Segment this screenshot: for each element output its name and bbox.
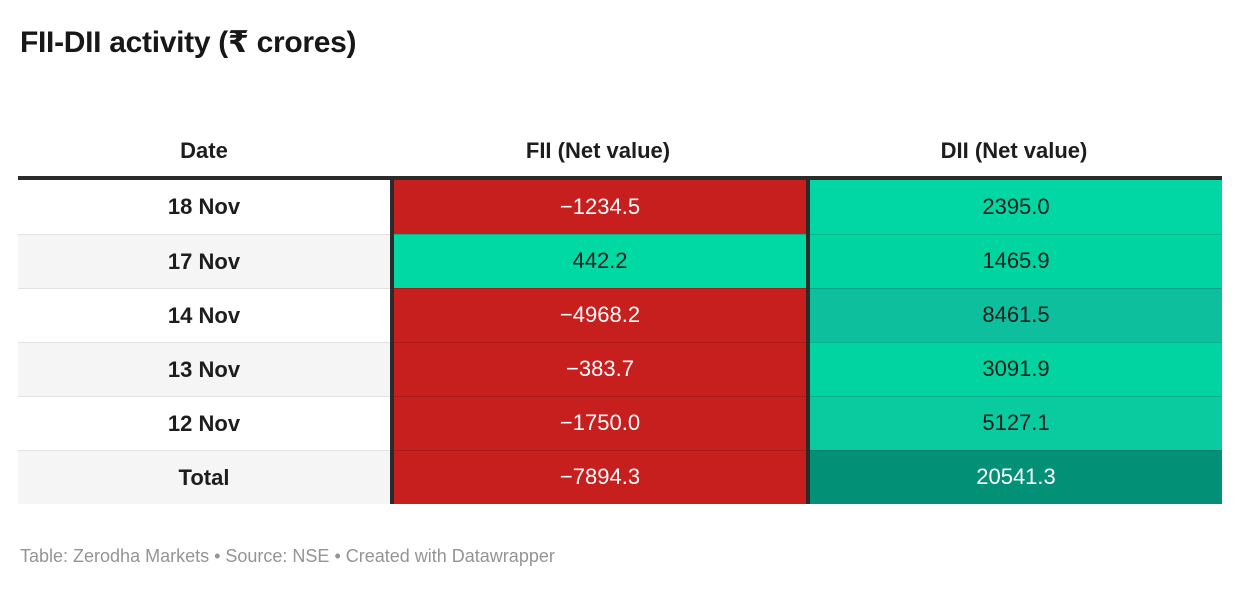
fii-value-cell: −1750.0 xyxy=(390,396,806,450)
fii-value-cell: −4968.2 xyxy=(390,288,806,342)
date-cell: Total xyxy=(18,450,390,504)
header-cell-fii: FII (Net value) xyxy=(525,138,671,163)
dii-value-cell: 1465.9 xyxy=(806,234,1222,288)
header-cell-dii: DII (Net value) xyxy=(940,138,1088,163)
footer-note: Table: Zerodha Markets • Source: NSE • C… xyxy=(20,546,555,566)
fii-value-cell: −7894.3 xyxy=(390,450,806,504)
table-row: 18 Nov −1234.5 2395.0 xyxy=(18,180,1222,234)
fii-value-cell: −1234.5 xyxy=(390,180,806,234)
table-row: 17 Nov 442.2 1465.9 xyxy=(18,234,1222,288)
table-body: 18 Nov −1234.5 2395.0 17 Nov 442.2 1465.9 14 N… xyxy=(18,176,1222,504)
date-cell: 13 Nov xyxy=(18,342,390,396)
table-row: 12 Nov −1750.0 5127.1 xyxy=(18,396,1222,450)
table-header-row: Date FII (Net value) DII (Net value) xyxy=(18,126,1222,176)
dii-value-cell: 2395.0 xyxy=(806,180,1222,234)
date-cell: 12 Nov xyxy=(18,396,390,450)
date-cell: 17 Nov xyxy=(18,234,390,288)
date-cell: 14 Nov xyxy=(18,288,390,342)
header-cell-date: Date xyxy=(180,138,228,163)
fii-value-cell: 442.2 xyxy=(390,234,806,288)
dii-value-cell: 8461.5 xyxy=(806,288,1222,342)
dii-value-cell: 20541.3 xyxy=(806,450,1222,504)
fii-value-cell: −383.7 xyxy=(390,342,806,396)
dii-value-cell: 3091.9 xyxy=(806,342,1222,396)
page-title: FII-DII activity (₹ crores) xyxy=(20,26,357,59)
table-row: 13 Nov −383.7 3091.9 xyxy=(18,342,1222,396)
fii-dii-table: Date FII (Net value) DII (Net value) 18 … xyxy=(18,126,1222,504)
dii-value-cell: 5127.1 xyxy=(806,396,1222,450)
table-row: Total −7894.3 20541.3 xyxy=(18,450,1222,504)
date-cell: 18 Nov xyxy=(18,180,390,234)
table-row: 14 Nov −4968.2 8461.5 xyxy=(18,288,1222,342)
